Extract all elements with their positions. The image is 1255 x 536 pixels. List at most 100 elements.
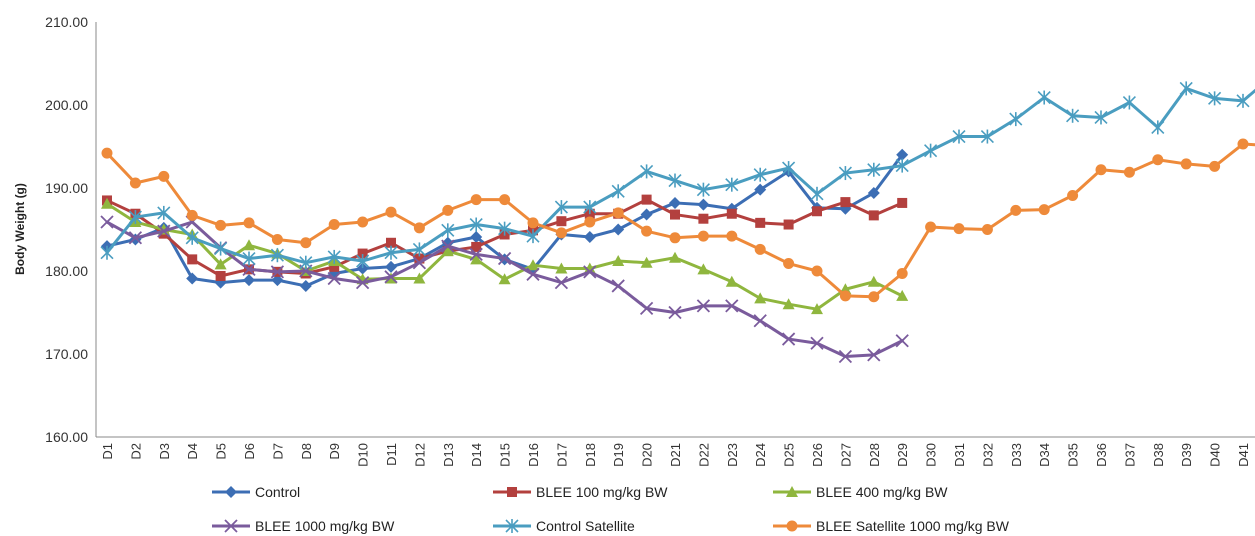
data-point bbox=[242, 251, 256, 266]
x-tick-label: D12 bbox=[412, 443, 427, 467]
data-point bbox=[469, 217, 483, 232]
data-point bbox=[356, 262, 369, 275]
x-tick-label: D27 bbox=[838, 443, 853, 467]
data-point bbox=[470, 253, 483, 265]
data-point bbox=[412, 242, 426, 257]
y-tick-labels: 160.00 170.00 180.00 190.00 200.00 210.00 bbox=[45, 14, 88, 445]
data-point bbox=[271, 233, 283, 245]
data-point bbox=[897, 197, 908, 208]
x-tick-label: D15 bbox=[498, 443, 513, 467]
data-point bbox=[1179, 81, 1193, 96]
data-point bbox=[754, 292, 767, 304]
series-3 bbox=[100, 215, 909, 364]
data-point bbox=[868, 210, 879, 221]
data-point bbox=[669, 251, 681, 263]
data-point bbox=[583, 265, 597, 279]
data-point bbox=[412, 256, 427, 270]
data-point bbox=[981, 224, 993, 235]
data-point bbox=[839, 290, 851, 302]
data-point bbox=[214, 241, 228, 256]
legend-item: Control Satellite bbox=[493, 518, 635, 534]
series-5 bbox=[101, 138, 1255, 303]
data-point bbox=[271, 274, 284, 287]
chart-legend: Control BLEE 100 mg/kg BW BLEE 400 mg/kg B… bbox=[212, 484, 1010, 534]
data-point bbox=[867, 162, 881, 177]
data-point bbox=[1123, 166, 1135, 178]
data-point bbox=[753, 314, 767, 328]
x-tick-label: D30 bbox=[924, 443, 939, 467]
data-point bbox=[554, 275, 569, 290]
legend-label: BLEE 400 mg/kg BW bbox=[816, 484, 948, 500]
data-point bbox=[497, 251, 512, 266]
legend-item: BLEE 400 mg/kg BW bbox=[773, 484, 948, 500]
data-point bbox=[811, 303, 823, 315]
x-tick-label: D18 bbox=[583, 443, 598, 467]
x-tick-label: D41 bbox=[1236, 443, 1251, 467]
data-point bbox=[526, 267, 540, 281]
data-point bbox=[300, 237, 312, 249]
data-point bbox=[555, 262, 568, 274]
y-tick-label: 200.00 bbox=[45, 97, 88, 113]
legend-swatch-marker bbox=[786, 486, 798, 497]
data-point bbox=[327, 271, 341, 286]
data-point bbox=[697, 263, 710, 275]
data-point bbox=[840, 197, 851, 208]
data-point bbox=[357, 248, 368, 259]
x-tick-label: D34 bbox=[1037, 443, 1052, 467]
data-point bbox=[384, 245, 398, 260]
data-point bbox=[355, 275, 370, 290]
data-point bbox=[583, 262, 596, 274]
x-tick-label: D24 bbox=[753, 443, 768, 467]
data-point bbox=[157, 224, 171, 238]
x-tick-labels: D1 D2 D3 D4 D5 D6 D7 D8 D9 D10 D11 D12 D13 D14 D15 D16 D… bbox=[100, 443, 1251, 467]
data-point bbox=[696, 299, 711, 313]
y-tick-label: 180.00 bbox=[45, 263, 88, 279]
x-tick-label: D13 bbox=[441, 443, 456, 467]
data-point bbox=[128, 231, 143, 245]
data-point bbox=[782, 161, 796, 176]
data-point bbox=[442, 204, 454, 216]
data-point bbox=[753, 167, 767, 182]
data-point bbox=[327, 249, 341, 264]
data-point bbox=[584, 216, 596, 228]
data-point bbox=[867, 348, 881, 362]
data-point bbox=[243, 274, 255, 287]
data-point bbox=[185, 230, 199, 245]
data-point bbox=[668, 173, 682, 188]
legend-swatch-marker bbox=[786, 520, 798, 532]
data-point bbox=[611, 184, 625, 199]
data-point bbox=[270, 265, 285, 279]
x-tick-label: D10 bbox=[356, 443, 371, 467]
data-point bbox=[668, 305, 682, 320]
data-point bbox=[895, 334, 909, 348]
data-point bbox=[669, 232, 681, 244]
data-point bbox=[1151, 120, 1165, 135]
data-point bbox=[725, 275, 738, 287]
data-point bbox=[527, 217, 539, 229]
data-point bbox=[441, 245, 454, 257]
data-point bbox=[414, 253, 425, 264]
x-tick-label: D1 bbox=[100, 443, 115, 460]
data-point bbox=[413, 272, 426, 284]
data-point bbox=[498, 273, 511, 285]
data-point bbox=[583, 200, 597, 215]
x-tick-label: D2 bbox=[128, 443, 143, 460]
x-tick-label: D20 bbox=[640, 443, 655, 467]
x-tick-label: D39 bbox=[1179, 443, 1194, 467]
data-point bbox=[1122, 95, 1136, 110]
data-point bbox=[356, 254, 370, 269]
data-point bbox=[868, 291, 880, 303]
data-point bbox=[299, 279, 312, 292]
data-point bbox=[754, 243, 766, 255]
series-layer bbox=[100, 81, 1255, 364]
data-point bbox=[726, 208, 737, 219]
data-point bbox=[697, 198, 710, 211]
x-tick-label: D32 bbox=[980, 443, 995, 467]
data-point bbox=[527, 259, 539, 271]
data-point bbox=[384, 270, 398, 284]
data-point bbox=[186, 272, 199, 285]
y-tick-label: 170.00 bbox=[45, 346, 88, 362]
y-axis-title: Body Weight (g) bbox=[13, 183, 27, 275]
data-point bbox=[783, 258, 795, 270]
data-point bbox=[896, 267, 908, 279]
